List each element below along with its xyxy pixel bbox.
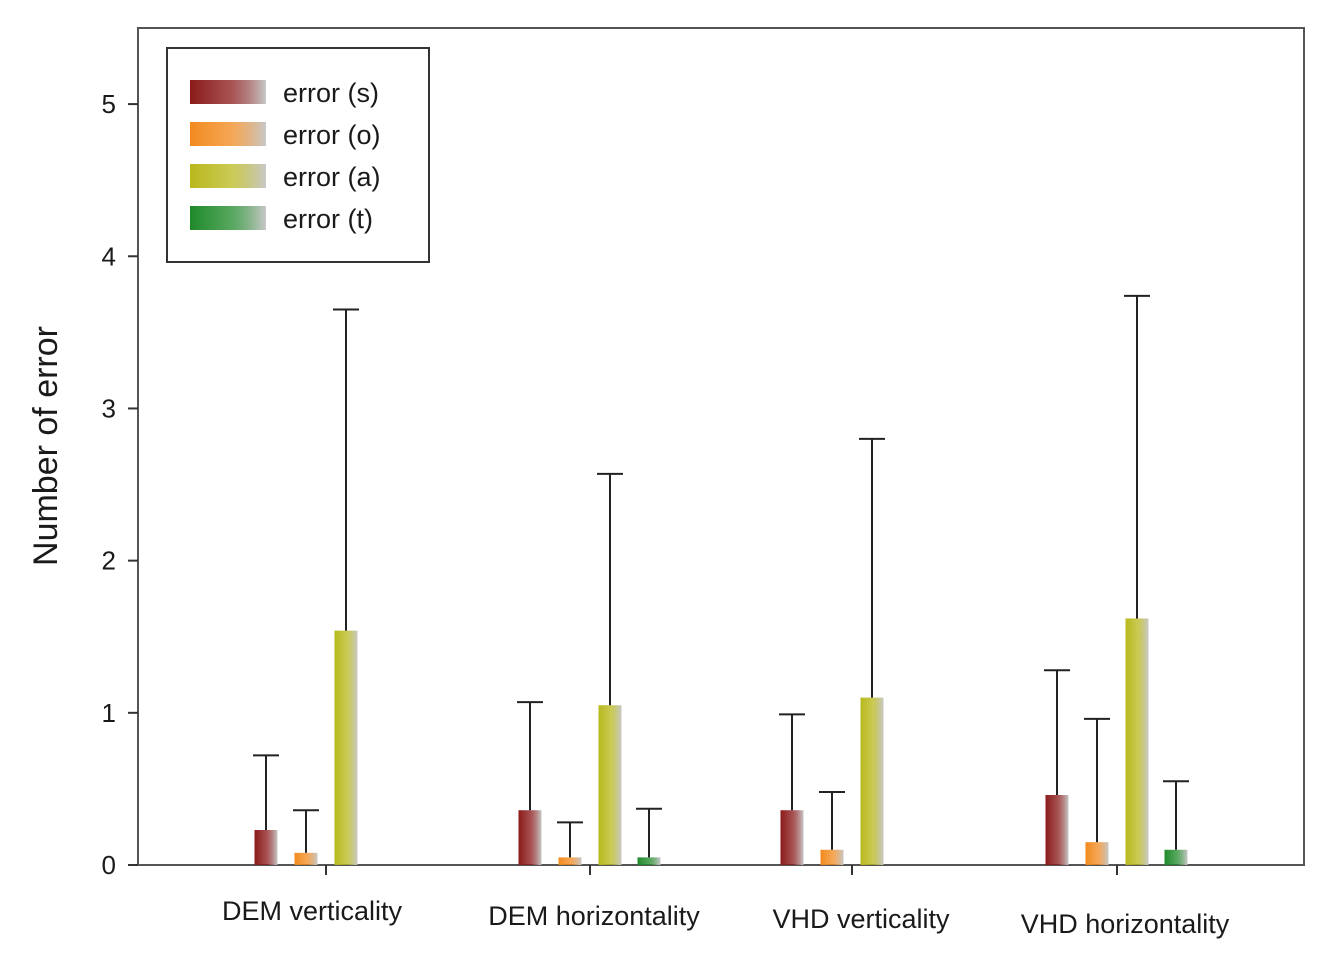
bar-erroro-2	[820, 849, 844, 865]
y-axis-title: Number of error	[27, 326, 65, 566]
bar-errors-1	[518, 810, 542, 865]
bar-errora-1	[598, 705, 622, 865]
category-label-0: DEM verticality	[222, 896, 403, 926]
category-label-3: VHD horizontality	[1021, 909, 1230, 939]
legend-swatch-0	[190, 80, 266, 104]
bar-errors-2	[780, 810, 804, 865]
bar-errora-3	[1125, 618, 1149, 865]
legend-label-3: error (t)	[283, 204, 373, 234]
x-axis: DEM verticality DEM horizontality VHD vert…	[222, 865, 1230, 939]
y-tick-label-3: 3	[102, 393, 116, 423]
legend-swatch-3	[190, 206, 266, 230]
category-label-1: DEM horizontality	[488, 901, 700, 931]
legend-swatch-1	[190, 122, 266, 146]
legend-label-2: error (a)	[283, 162, 381, 192]
y-tick-label-0: 0	[102, 850, 116, 880]
legend-swatch-2	[190, 164, 266, 188]
bar-erroro-3	[1085, 842, 1109, 865]
category-label-2: VHD verticality	[772, 904, 950, 934]
bar-errora-0	[334, 630, 358, 865]
y-tick-label-4: 4	[102, 241, 116, 271]
bar-errors-3	[1045, 794, 1069, 865]
y-tick-label-2: 2	[102, 546, 116, 576]
legend: error (s) error (o) error (a) error (t)	[166, 47, 430, 263]
bar-erroro-1	[558, 857, 582, 865]
bar-errort-3	[1164, 849, 1188, 865]
bar-errora-2	[860, 697, 884, 865]
bar-erroro-0	[294, 852, 318, 865]
legend-label-0: error (s)	[283, 78, 379, 108]
bar-errort-1	[637, 857, 661, 865]
y-tick-label-1: 1	[102, 698, 116, 728]
bar-errors-0	[254, 829, 278, 865]
error-bars-layer	[253, 294, 1189, 858]
legend-label-1: error (o)	[283, 120, 381, 150]
y-tick-label-5: 5	[102, 89, 116, 119]
y-axis: 0 1 2 3 4 5	[102, 89, 138, 880]
bars-layer	[254, 618, 1188, 865]
